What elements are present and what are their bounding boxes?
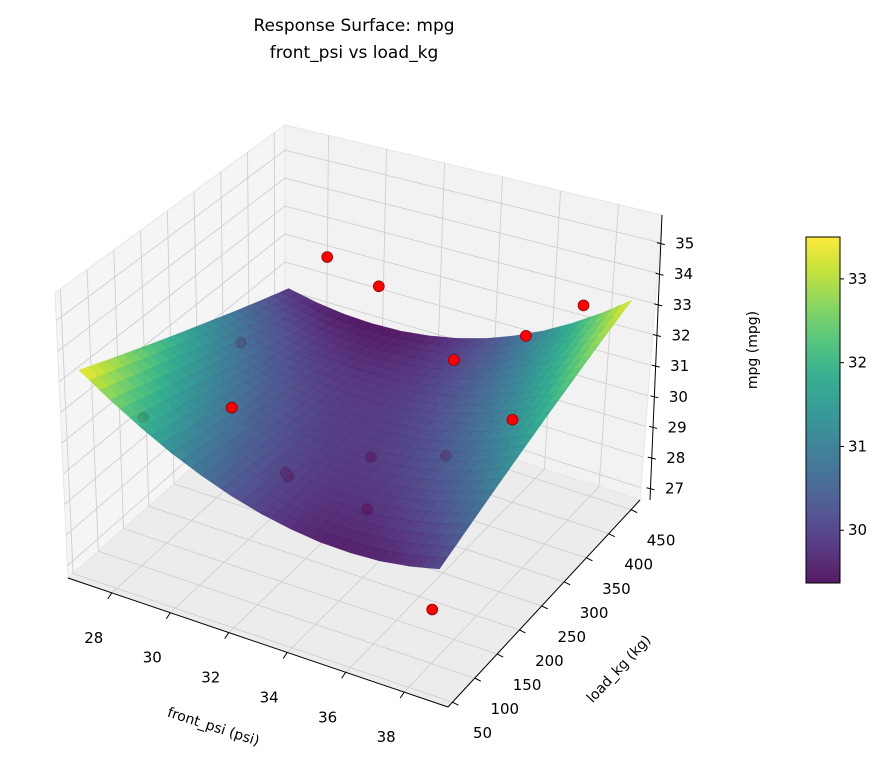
surface-patch [429, 556, 448, 570]
colorbar-tick-label: 31 [848, 437, 867, 455]
grid-line-z [284, 177, 658, 274]
chart-subtitle: front_psi vs load_kg [270, 43, 439, 63]
response-surface [78, 288, 633, 570]
grid-line-x [345, 468, 545, 673]
z-tick-label: 31 [670, 357, 689, 375]
z-tick-label: 27 [665, 480, 684, 498]
y-tick-label: 350 [602, 580, 631, 598]
grid-line-y [123, 528, 498, 655]
x-tick-label: 38 [377, 728, 396, 746]
y-tick [563, 581, 571, 586]
z-axis-line [649, 214, 663, 501]
grid-line-z [58, 205, 286, 383]
x-tick-label: 32 [201, 669, 220, 687]
x-tick-label: 28 [84, 629, 103, 647]
x-axis-label: front_psi (psi) [165, 705, 261, 750]
x-tick [224, 632, 230, 639]
axis-lines [67, 214, 665, 708]
z-tick [647, 456, 656, 460]
z-axis-label: mpg (mpg) [745, 311, 761, 389]
grid-line-y [98, 550, 475, 679]
colorbar-tick-label: 32 [848, 354, 867, 372]
data-point [506, 413, 519, 426]
grid-line-z [284, 149, 660, 244]
y-tick-label: 200 [535, 652, 564, 670]
data-point [226, 401, 238, 414]
y-tick [519, 629, 526, 634]
z-tick [652, 334, 662, 338]
data-point [447, 354, 460, 366]
x-tick [282, 652, 288, 659]
z-tick-label: 35 [675, 235, 694, 253]
y-tick [608, 533, 615, 538]
z-tick-label: 28 [666, 449, 685, 467]
z-tick-label: 32 [671, 327, 690, 345]
z-tick [648, 425, 658, 429]
x-tick-label: 36 [318, 708, 337, 726]
z-tick [656, 242, 665, 246]
grid-line-z [55, 149, 286, 321]
x-tick-label: 30 [143, 649, 162, 667]
z-tick-label: 29 [668, 419, 687, 437]
y-tick [496, 653, 504, 658]
data-point [321, 251, 334, 263]
z-tick-label: 30 [669, 388, 688, 406]
data-point [372, 280, 385, 293]
y-tick-label: 150 [513, 676, 542, 694]
z-tick-label: 34 [674, 265, 693, 283]
y-axis-line [447, 499, 641, 708]
y-tick [541, 605, 548, 610]
x-tick-label: 34 [260, 688, 279, 706]
colorbar-tick-label: 30 [848, 521, 867, 539]
y-tick-label: 300 [580, 604, 609, 622]
y-tick [586, 557, 593, 562]
grid-line-x [598, 204, 619, 487]
x-tick [399, 691, 405, 699]
tick-labels: 28 30 32 34 36 38 50 100 150 200 250 300 350 400 450 27… [84, 235, 694, 746]
z-tick [650, 395, 659, 399]
grid-line-x [403, 486, 600, 693]
grid-line-z [57, 177, 286, 352]
x-tick [341, 671, 347, 679]
grid-line-z [284, 205, 656, 305]
x-tick [107, 592, 113, 600]
z-tick [646, 487, 655, 491]
x-tick [165, 612, 171, 620]
data-points-front [226, 251, 590, 426]
data-point [426, 603, 439, 616]
chart-title: Response Surface: mpg [253, 16, 454, 36]
y-tick [630, 509, 638, 514]
y-tick-label: 50 [473, 724, 492, 742]
x-axis-line [67, 577, 449, 708]
y-tick-label: 400 [624, 556, 653, 574]
z-tick [654, 303, 663, 307]
colorbar-gradient [805, 236, 841, 584]
y-tick-label: 250 [557, 628, 586, 646]
y-tick-label: 450 [647, 532, 676, 550]
data-point [577, 299, 590, 312]
z-tick-label: 33 [673, 296, 692, 314]
y-axis-label: load_kg (kg) [584, 632, 655, 706]
y-tick-label: 100 [490, 700, 519, 718]
grid-line-y [72, 573, 453, 703]
colorbar-tick-label: 33 [848, 270, 867, 288]
y-tick [452, 701, 459, 706]
grid-line-y [59, 289, 74, 574]
grid-line-y [86, 269, 99, 552]
grid-line-y [148, 505, 520, 631]
z-tick [655, 272, 664, 276]
data-point [520, 330, 532, 342]
colorbar: 30 31 32 33 [805, 236, 867, 584]
y-tick [474, 677, 482, 682]
z-tick [651, 364, 660, 368]
